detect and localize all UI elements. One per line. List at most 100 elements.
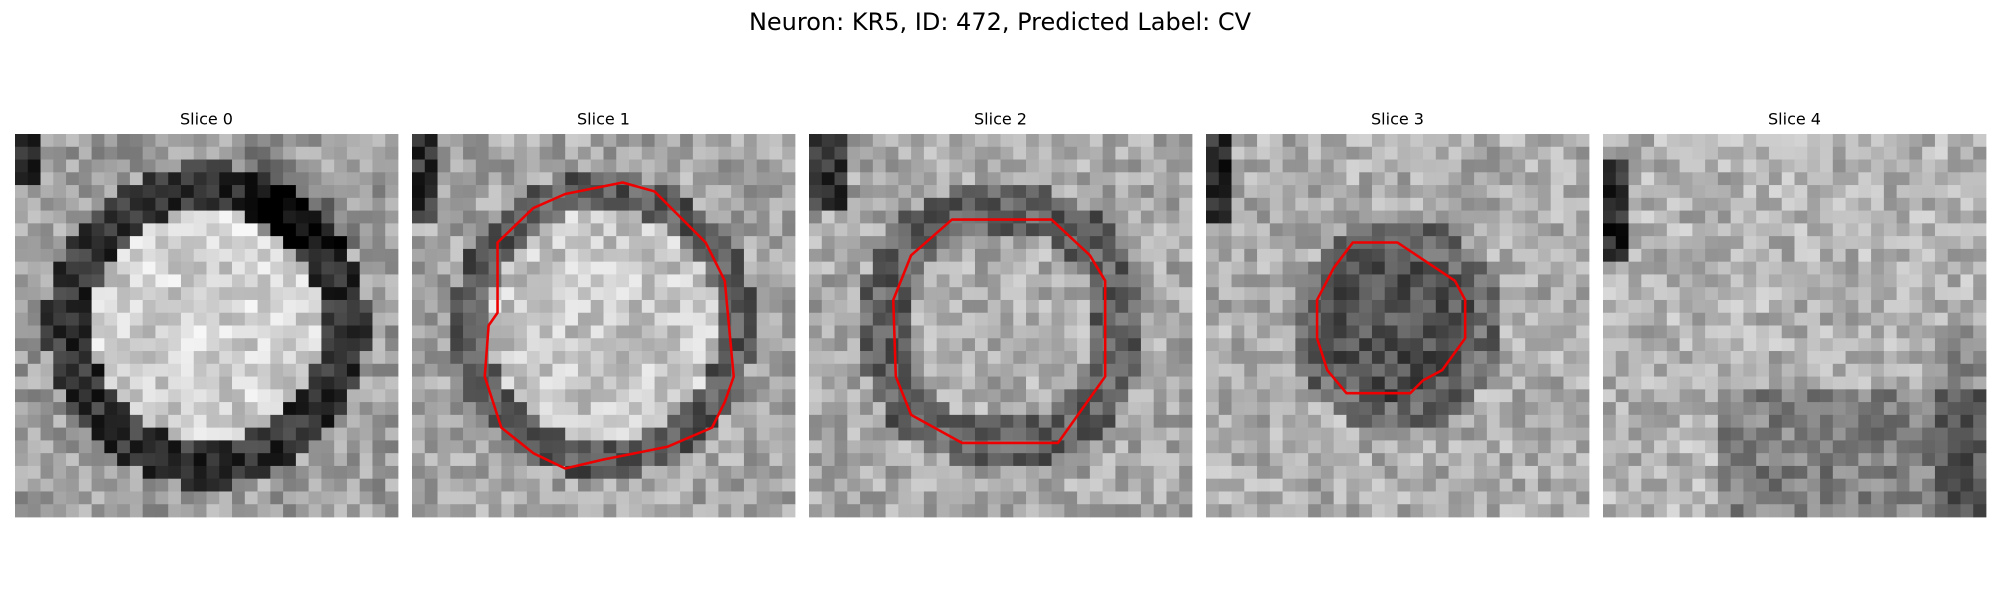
pixel	[1960, 299, 1974, 314]
pixel	[1474, 491, 1488, 505]
pixel	[577, 261, 592, 275]
pixel	[1934, 351, 1949, 365]
pixel	[334, 197, 348, 211]
pixel	[1346, 351, 1360, 365]
pixel	[66, 351, 80, 365]
pixel	[1089, 274, 1104, 288]
pixel	[1282, 427, 1296, 441]
pixel	[1179, 504, 1193, 518]
pixel	[603, 389, 617, 403]
pixel	[1140, 453, 1155, 467]
pixel	[1820, 491, 1834, 505]
pixel	[1333, 185, 1347, 199]
pixel	[1257, 146, 1271, 160]
pixel	[385, 478, 399, 492]
pixel	[1244, 261, 1258, 275]
pixel	[680, 236, 694, 250]
pixel	[756, 351, 770, 365]
pixel	[1282, 146, 1296, 160]
pixel	[1384, 504, 1398, 518]
pixel	[1089, 363, 1104, 377]
pixel	[539, 491, 553, 505]
pixel	[1550, 210, 1564, 224]
pixel	[680, 248, 694, 263]
pixel	[488, 478, 502, 492]
pixel	[1499, 299, 1513, 314]
pixel	[372, 414, 386, 429]
pixel	[1730, 159, 1744, 173]
pixel	[1359, 338, 1373, 352]
pixel	[641, 236, 655, 250]
pixel	[860, 478, 874, 492]
pixel	[987, 402, 1001, 416]
pixel	[1410, 478, 1424, 492]
pixel	[1525, 338, 1539, 352]
pixel	[1128, 414, 1142, 429]
pixel	[270, 402, 284, 416]
pixel	[1308, 197, 1322, 211]
pixel	[117, 351, 131, 365]
pixel	[782, 491, 796, 505]
pixel	[1730, 440, 1744, 454]
pixel	[962, 478, 976, 492]
pixel	[1717, 197, 1732, 211]
pixel	[526, 312, 541, 326]
pixel	[680, 312, 694, 326]
pixel	[1705, 453, 1719, 467]
pixel	[872, 261, 886, 275]
pixel	[1410, 261, 1424, 275]
pixel	[936, 172, 950, 186]
pixel	[616, 440, 630, 454]
pixel	[308, 351, 322, 365]
pixel	[1537, 299, 1552, 314]
pixel	[1858, 389, 1872, 403]
pixel	[1537, 389, 1552, 403]
pixel	[1474, 363, 1488, 377]
pixel	[962, 248, 976, 263]
pixel	[1140, 146, 1155, 160]
pixel	[1231, 261, 1245, 275]
pixel	[372, 465, 386, 480]
pixel	[641, 159, 655, 173]
pixel	[809, 376, 823, 390]
pixel	[1896, 210, 1910, 224]
pixel	[1140, 223, 1155, 237]
pixel	[1666, 389, 1680, 403]
pixel	[860, 351, 874, 365]
pixel	[1563, 172, 1577, 186]
pixel	[1026, 236, 1040, 250]
pixel	[53, 236, 67, 250]
pixel	[412, 146, 426, 160]
pixel	[1499, 172, 1513, 186]
pixel	[1615, 236, 1629, 250]
pixel	[1845, 299, 1859, 314]
pixel	[1206, 261, 1220, 275]
pixel	[974, 465, 989, 480]
pixel	[821, 427, 835, 441]
pixel	[1346, 389, 1360, 403]
pixel	[911, 236, 925, 250]
pixel	[257, 261, 271, 275]
pixel	[385, 491, 399, 505]
pixel	[1346, 453, 1360, 467]
pixel	[450, 248, 464, 263]
pixel	[1282, 351, 1296, 365]
pixel	[1525, 172, 1539, 186]
pixel	[641, 197, 655, 211]
pixel	[257, 312, 271, 326]
pixel	[680, 389, 694, 403]
pixel	[847, 402, 861, 416]
pixel	[949, 274, 963, 288]
pixel	[372, 236, 386, 250]
pixel	[1692, 376, 1706, 390]
pixel	[321, 274, 335, 288]
pixel	[1807, 248, 1821, 263]
pixel	[1743, 363, 1757, 377]
pixel	[1295, 325, 1309, 339]
pixel	[1781, 274, 1795, 288]
pixel	[308, 210, 322, 224]
pixel	[885, 261, 899, 275]
pixel	[1537, 465, 1552, 480]
pixel	[424, 338, 438, 352]
pixel	[1666, 453, 1680, 467]
